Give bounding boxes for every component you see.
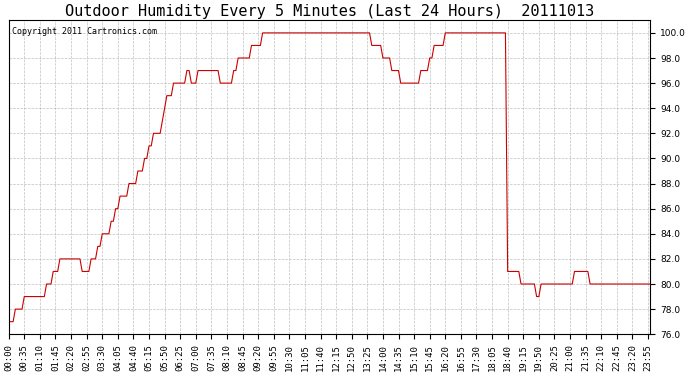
Text: Copyright 2011 Cartronics.com: Copyright 2011 Cartronics.com (12, 27, 157, 36)
Title: Outdoor Humidity Every 5 Minutes (Last 24 Hours)  20111013: Outdoor Humidity Every 5 Minutes (Last 2… (65, 4, 594, 19)
